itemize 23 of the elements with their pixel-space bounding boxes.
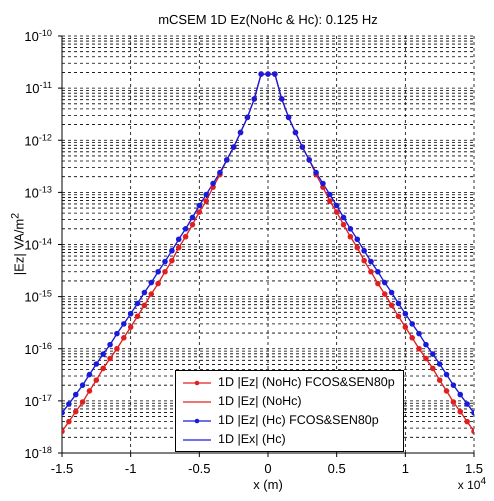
y-tick-label: 10$^{-14}$ [24, 236, 52, 252]
y-tick-label: 10$^{-10}$ [24, 28, 52, 44]
x-tick-label: -0.5 [188, 461, 211, 476]
y-tick-label: 10$^{-12}$ [24, 132, 52, 148]
x-tick-label: 0.5 [328, 461, 346, 476]
x-tick-label: 1 [402, 461, 409, 476]
legend-label: 1D |Ez| (Hc) FCOS&SEN80p [218, 412, 379, 429]
legend-label: 1D |Ez| (NoHc) FCOS&SEN80p [218, 374, 395, 391]
y-tick-label: 10$^{-17}$ [24, 392, 52, 409]
chart-title: mCSEM 1D Ez(NoHc & Hc): 0.125 Hz [157, 12, 379, 27]
legend-label: 1D |Ex| (Hc) [218, 431, 286, 448]
x-tick-label: -1.5 [50, 461, 74, 476]
y-tick-label: 10$^{-18}$ [24, 445, 52, 461]
y-tick-label: 10$^{-11}$ [25, 80, 52, 96]
x-tick-label: 1.5 [464, 461, 484, 476]
y-tick-label: 10$^{-13}$ [24, 184, 52, 200]
y-tick-label: 10$^{-15}$ [24, 288, 52, 305]
y-tick-label: 10$^{-16}$ [24, 340, 52, 357]
text: x 10$^{4}$ [458, 476, 486, 492]
legend-label: 1D |Ez| (NoHc) [218, 393, 302, 410]
x-tick-label: -1 [124, 461, 136, 476]
x-tick-label: 0 [264, 461, 272, 476]
x-axis-title: x (m) [253, 477, 283, 492]
